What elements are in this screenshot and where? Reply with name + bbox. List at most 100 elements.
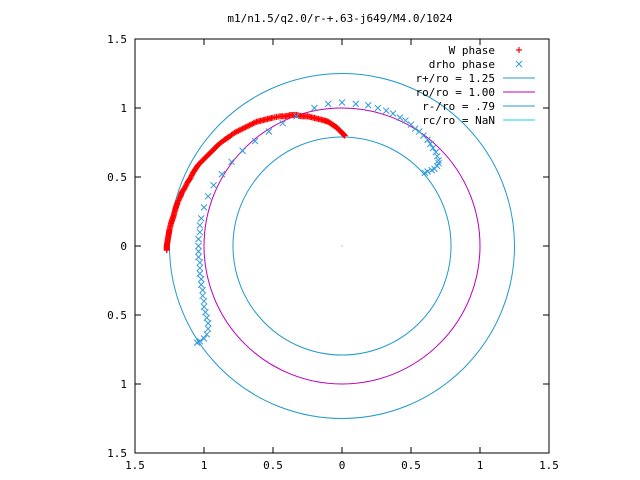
series-w-phase bbox=[163, 111, 348, 254]
drho-phase-point bbox=[195, 253, 202, 261]
x-b bbox=[415, 128, 423, 135]
w-phase-point bbox=[188, 172, 195, 179]
drho-phase-point bbox=[382, 107, 390, 115]
circle-ro-ro-1-00 bbox=[203, 107, 481, 385]
drho-phase-point bbox=[200, 204, 208, 211]
w-phase-point bbox=[182, 183, 189, 190]
drho-phase-point bbox=[204, 319, 212, 327]
drho-phase-point bbox=[196, 221, 204, 229]
drho-phase-point bbox=[364, 101, 372, 109]
drho-phase-point bbox=[424, 136, 431, 144]
y-tick-label: 0 bbox=[120, 240, 127, 253]
x-b bbox=[210, 181, 218, 189]
legend-label: ro/ro = 1.00 bbox=[416, 86, 495, 99]
w-phase-point bbox=[187, 175, 194, 182]
drho-phase-point bbox=[196, 270, 204, 277]
w-phase-point bbox=[243, 123, 250, 130]
chart-title: m1/n1.5/q2.0/r-+.63-j649/M4.0/1024 bbox=[227, 12, 453, 25]
series-drho-phase bbox=[193, 99, 442, 346]
x-b bbox=[382, 107, 390, 115]
x-b bbox=[196, 270, 204, 277]
x-b bbox=[202, 308, 209, 316]
drho-phase-point bbox=[199, 286, 206, 294]
x-b bbox=[435, 157, 442, 164]
x-b bbox=[402, 117, 409, 124]
drho-phase-point bbox=[293, 112, 300, 120]
circle-r-ro-79 bbox=[232, 136, 452, 356]
x-b bbox=[196, 259, 204, 266]
x-b bbox=[407, 121, 415, 128]
w-phase-point bbox=[245, 122, 252, 129]
drho-phase-point bbox=[426, 140, 434, 148]
drho-phase-point bbox=[228, 158, 235, 166]
x-b bbox=[293, 112, 300, 120]
x-tick-label: 1.5 bbox=[125, 459, 145, 472]
drho-phase-point bbox=[203, 330, 211, 338]
legend-label: rc/ro = NaN bbox=[422, 114, 495, 127]
drho-phase-point bbox=[389, 110, 397, 117]
drho-phase-point bbox=[435, 157, 442, 164]
x-b bbox=[311, 104, 318, 112]
y-tick-label: 1.5 bbox=[107, 447, 127, 460]
y-tick-label: 0.5 bbox=[107, 309, 127, 322]
x-b bbox=[251, 137, 259, 145]
w-phase-point bbox=[242, 124, 249, 131]
x-tick-label: 0.5 bbox=[263, 459, 283, 472]
x-b bbox=[203, 330, 211, 338]
x-b bbox=[196, 264, 204, 272]
x-b bbox=[200, 335, 208, 342]
drho-phase-point bbox=[197, 281, 205, 288]
w-phase-point bbox=[246, 122, 253, 129]
x-tick-label: 1.5 bbox=[539, 459, 559, 472]
drho-phase-point bbox=[195, 248, 202, 255]
x-b bbox=[396, 114, 404, 122]
w-phase-point bbox=[238, 126, 245, 133]
x-b bbox=[196, 221, 204, 229]
legend-marker-plus bbox=[516, 47, 522, 53]
x-b bbox=[265, 128, 273, 135]
x-b bbox=[433, 152, 441, 160]
x-tick-label: 0 bbox=[339, 459, 346, 472]
x-b bbox=[196, 337, 204, 345]
x-tick-label: 1 bbox=[477, 459, 484, 472]
x-b bbox=[324, 100, 332, 108]
x-b bbox=[197, 215, 205, 222]
drho-phase-point bbox=[402, 117, 409, 124]
legend-label: W phase bbox=[449, 44, 495, 57]
x-b bbox=[411, 125, 419, 133]
drho-phase-point bbox=[195, 242, 202, 250]
legend-label: r-/ro = .79 bbox=[422, 100, 495, 113]
legend-marker-x bbox=[515, 60, 523, 68]
w-phase-point bbox=[235, 127, 242, 134]
drho-phase-point bbox=[279, 119, 287, 127]
x-b bbox=[352, 100, 360, 108]
x-b bbox=[200, 303, 208, 311]
x-b bbox=[239, 147, 246, 155]
drho-phase-point bbox=[202, 308, 209, 316]
x-b bbox=[203, 314, 211, 322]
drho-phase-point bbox=[200, 297, 208, 305]
w-phase-point bbox=[241, 125, 248, 132]
drho-phase-point bbox=[311, 104, 318, 112]
drho-phase-point bbox=[324, 100, 332, 108]
x-b bbox=[197, 275, 205, 283]
drho-phase-point bbox=[210, 181, 218, 189]
y-tick-label: 1 bbox=[120, 378, 127, 391]
drho-phase-point bbox=[197, 275, 205, 283]
x-b bbox=[364, 101, 372, 109]
center-dot bbox=[341, 245, 343, 247]
x-b bbox=[421, 169, 429, 177]
drho-phase-point bbox=[432, 148, 440, 156]
drho-phase-point bbox=[204, 192, 212, 200]
w-phase-point bbox=[187, 174, 194, 180]
drho-phase-point bbox=[196, 259, 204, 266]
w-phase-point bbox=[249, 120, 256, 127]
x-b bbox=[195, 248, 202, 255]
drho-phase-point bbox=[251, 137, 259, 145]
plot-area: 1.5 1 0.5 0 0.5 1 1.51.510.500.511.5 bbox=[107, 33, 559, 472]
x-b bbox=[196, 228, 204, 236]
x-b bbox=[426, 140, 434, 148]
